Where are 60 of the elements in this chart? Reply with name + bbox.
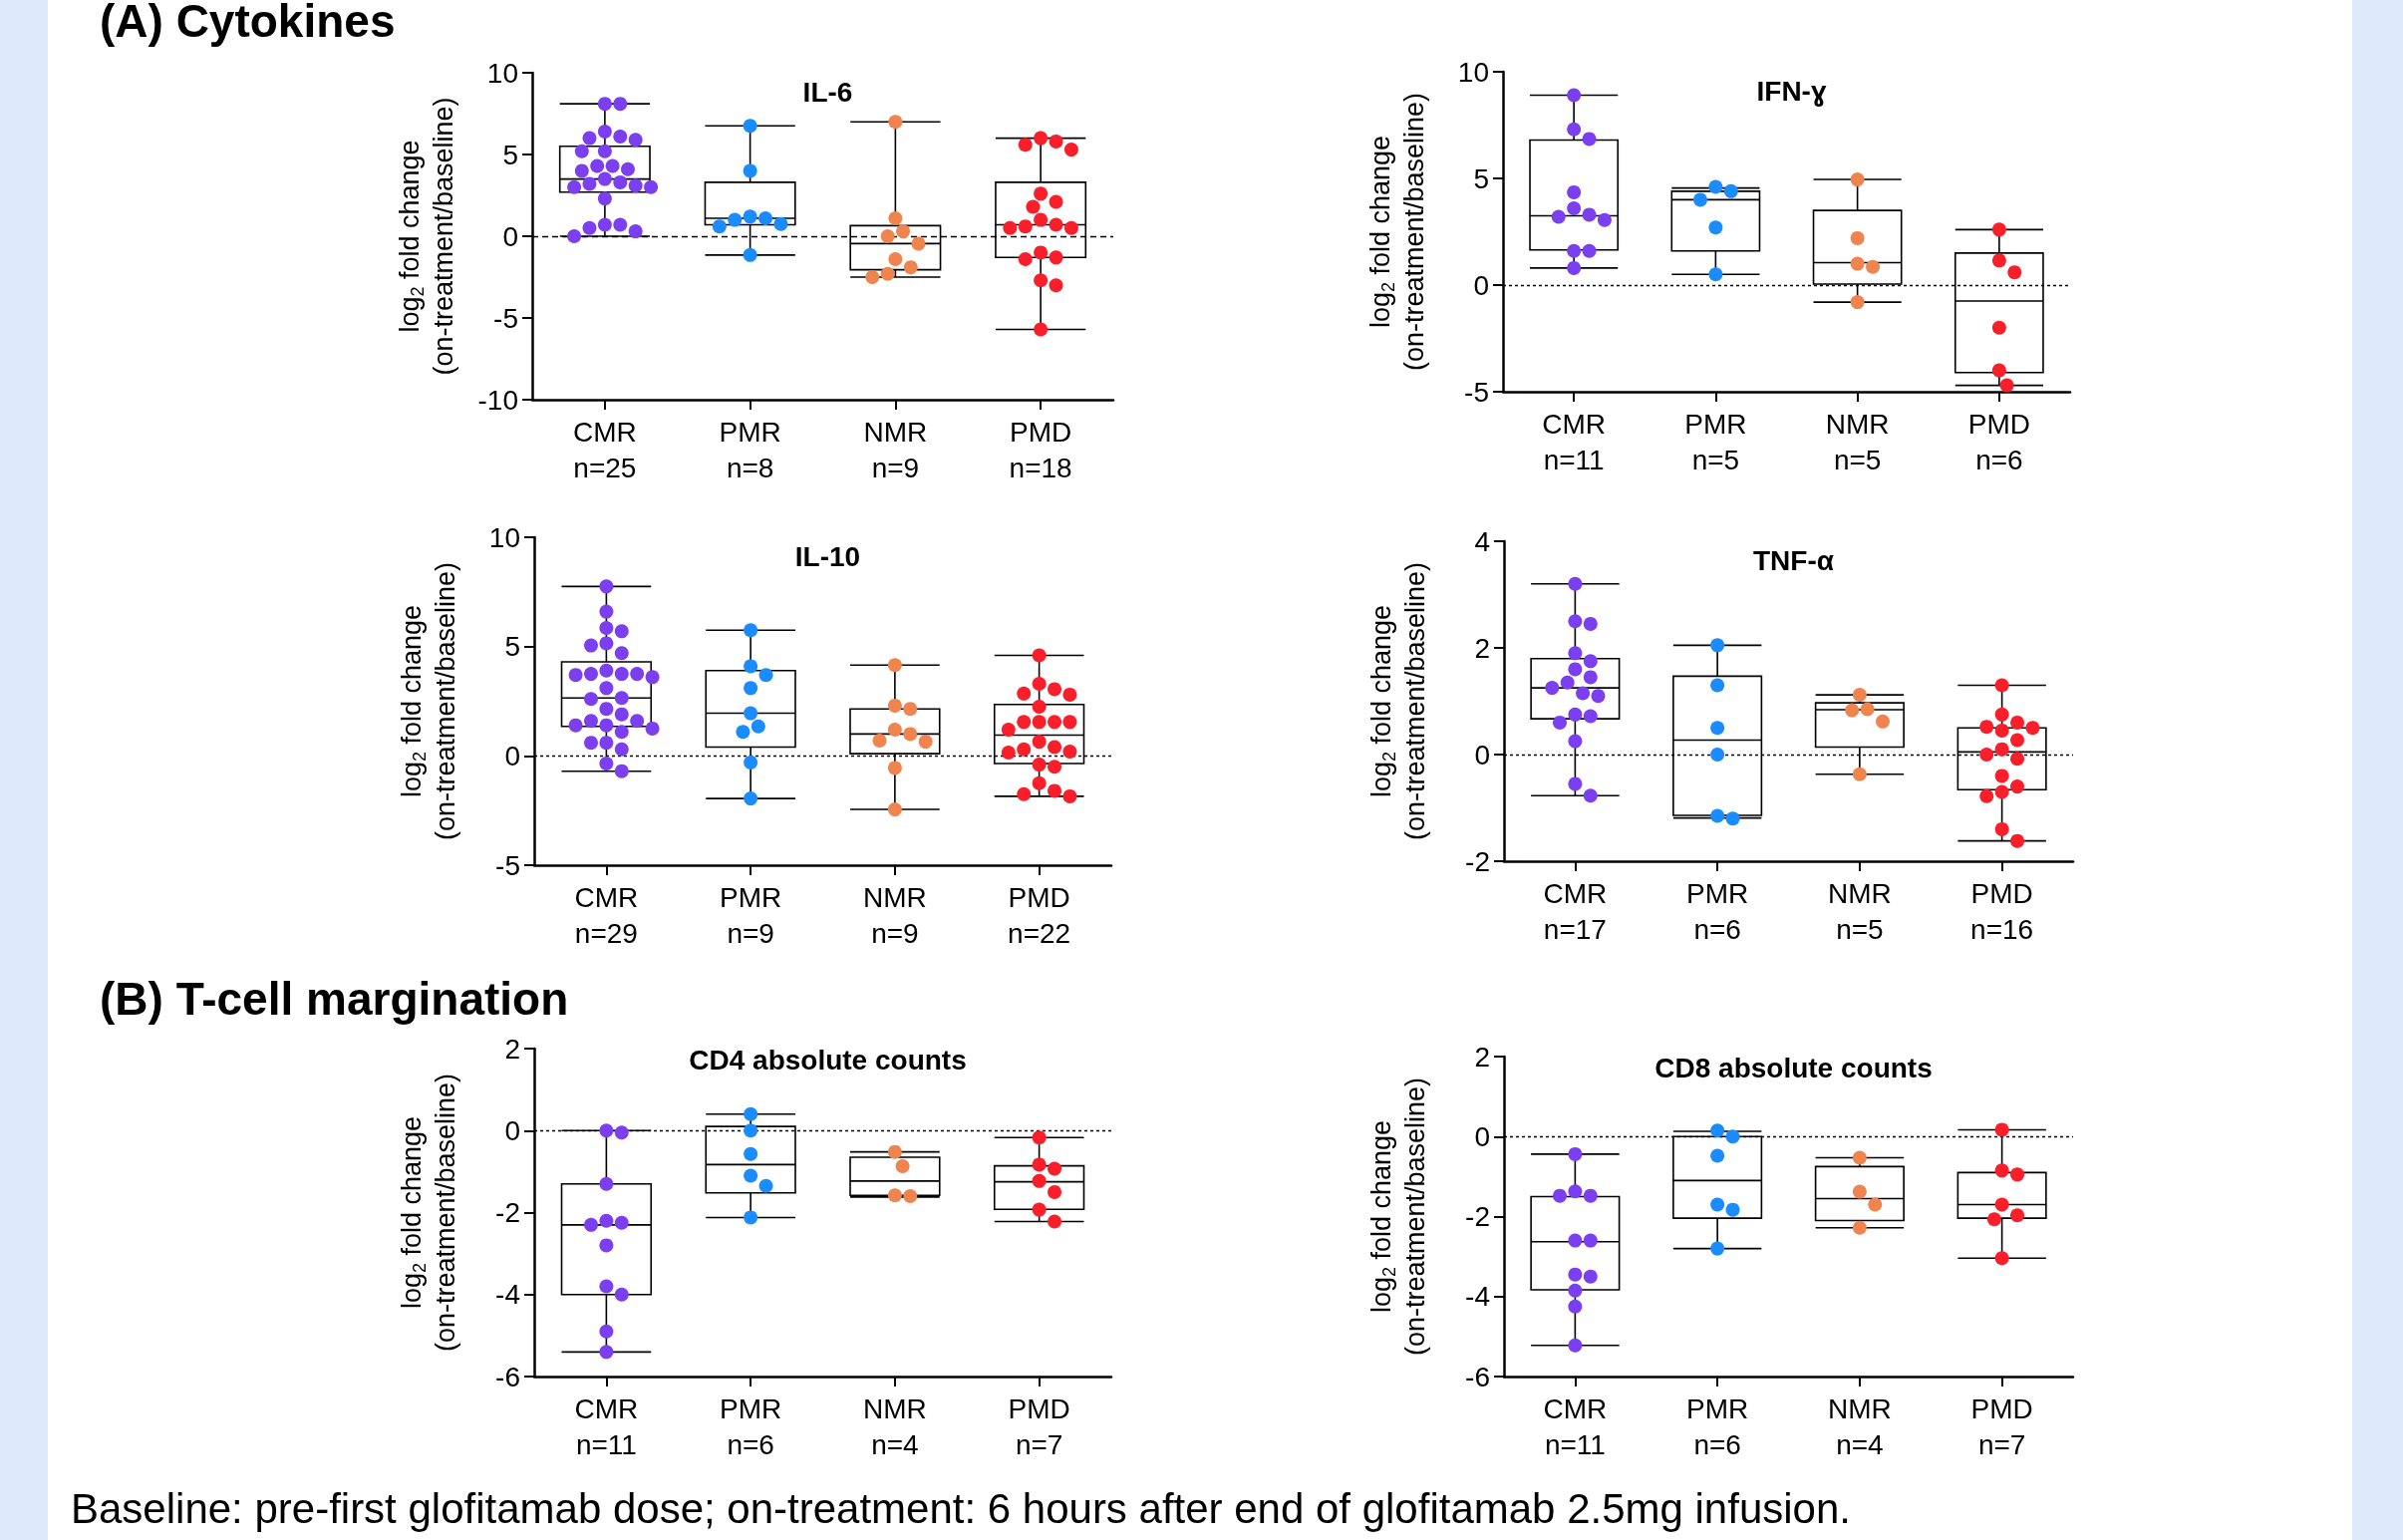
chart-subtitle: (B) T-cell margination — [100, 972, 569, 1026]
x-tick-label: PMD n=7 — [1970, 1392, 2033, 1460]
y-tick-label: -2 — [495, 1197, 520, 1228]
y-tick-label: -10 — [477, 384, 518, 416]
x-tick-label: CMR n=17 — [1543, 877, 1608, 945]
x-tick-label: CMR n=11 — [574, 1392, 639, 1460]
x-tick-label: NMR n=4 — [1827, 1392, 1892, 1460]
x-tick-label: NMR n=4 — [862, 1392, 927, 1460]
y-tick-label: 0 — [504, 740, 520, 771]
y-tick-label: -4 — [1465, 1281, 1490, 1313]
y-tick-label: 2 — [1474, 632, 1490, 664]
y-tick-label: 10 — [486, 57, 518, 89]
y-tick-label: 0 — [1474, 1120, 1490, 1152]
y-tick-label: 0 — [504, 1114, 520, 1146]
text: Baseline: pre-first glofitamab dose; on-treatment: 6 hours after end of glofitamab 2.5mg infusion. — [71, 1485, 1851, 1533]
x-tick-label: NMR n=9 — [862, 881, 927, 949]
y-tick-label: 0 — [502, 220, 518, 252]
x-tick-label: PMR n=6 — [720, 1392, 782, 1460]
chart-title: CD4 absolute counts — [689, 1044, 967, 1076]
y-tick-label: -6 — [1465, 1361, 1490, 1392]
y-tick-label: -6 — [495, 1361, 520, 1392]
chart-title: IFN-ɣ — [1756, 75, 1827, 107]
x-tick-label: PMD n=18 — [1009, 416, 1072, 483]
x-tick-label: PMR n=6 — [1686, 877, 1749, 945]
x-tick-label: PMD n=7 — [1008, 1392, 1070, 1460]
y-tick-label: -2 — [1465, 845, 1490, 877]
chart-title: IL-6 — [802, 76, 853, 108]
x-tick-label: PMD n=22 — [1008, 881, 1071, 949]
x-tick-label: PMR n=9 — [720, 881, 782, 949]
x-tick-label: CMR n=11 — [1543, 1392, 1608, 1460]
x-tick-label: PMR n=8 — [719, 416, 781, 483]
x-tick-label: PMD n=6 — [1967, 408, 2030, 475]
y-tick-label: 0 — [1474, 739, 1490, 770]
y-tick-label: 5 — [504, 631, 520, 663]
x-tick-label: CMR n=25 — [572, 416, 637, 483]
x-tick-label: CMR n=11 — [1542, 408, 1607, 475]
y-tick-label: -2 — [1465, 1201, 1490, 1232]
y-tick-label: -5 — [495, 849, 520, 881]
y-tick-label: -4 — [495, 1279, 520, 1311]
y-tick-label: -5 — [1464, 376, 1489, 408]
x-tick-label: NMR n=9 — [863, 416, 928, 483]
y-tick-label: 2 — [1474, 1041, 1490, 1073]
y-tick-label: 10 — [488, 521, 520, 553]
y-tick-label: 0 — [1473, 269, 1489, 301]
y-tick-label: 5 — [1473, 162, 1489, 194]
x-tick-label: PMD n=16 — [1970, 877, 2034, 945]
x-tick-label: NMR n=5 — [1827, 877, 1892, 945]
y-tick-label: 4 — [1474, 525, 1490, 557]
y-tick-label: -5 — [493, 302, 518, 334]
y-tick-label: 5 — [502, 139, 518, 170]
chart-subtitle: (A) Cytokines — [100, 0, 396, 48]
x-tick-label: PMR n=6 — [1686, 1392, 1749, 1460]
x-tick-label: CMR n=29 — [574, 881, 639, 949]
chart-title: CD8 absolute counts — [1654, 1052, 1933, 1083]
chart-title: IL-10 — [794, 540, 861, 572]
y-tick-label: 10 — [1457, 56, 1489, 88]
y-tick-label: 2 — [504, 1033, 520, 1065]
x-tick-label: NMR n=5 — [1825, 408, 1890, 475]
chart-title: TNF-α — [1753, 544, 1834, 576]
x-tick-label: PMR n=5 — [1684, 408, 1747, 475]
